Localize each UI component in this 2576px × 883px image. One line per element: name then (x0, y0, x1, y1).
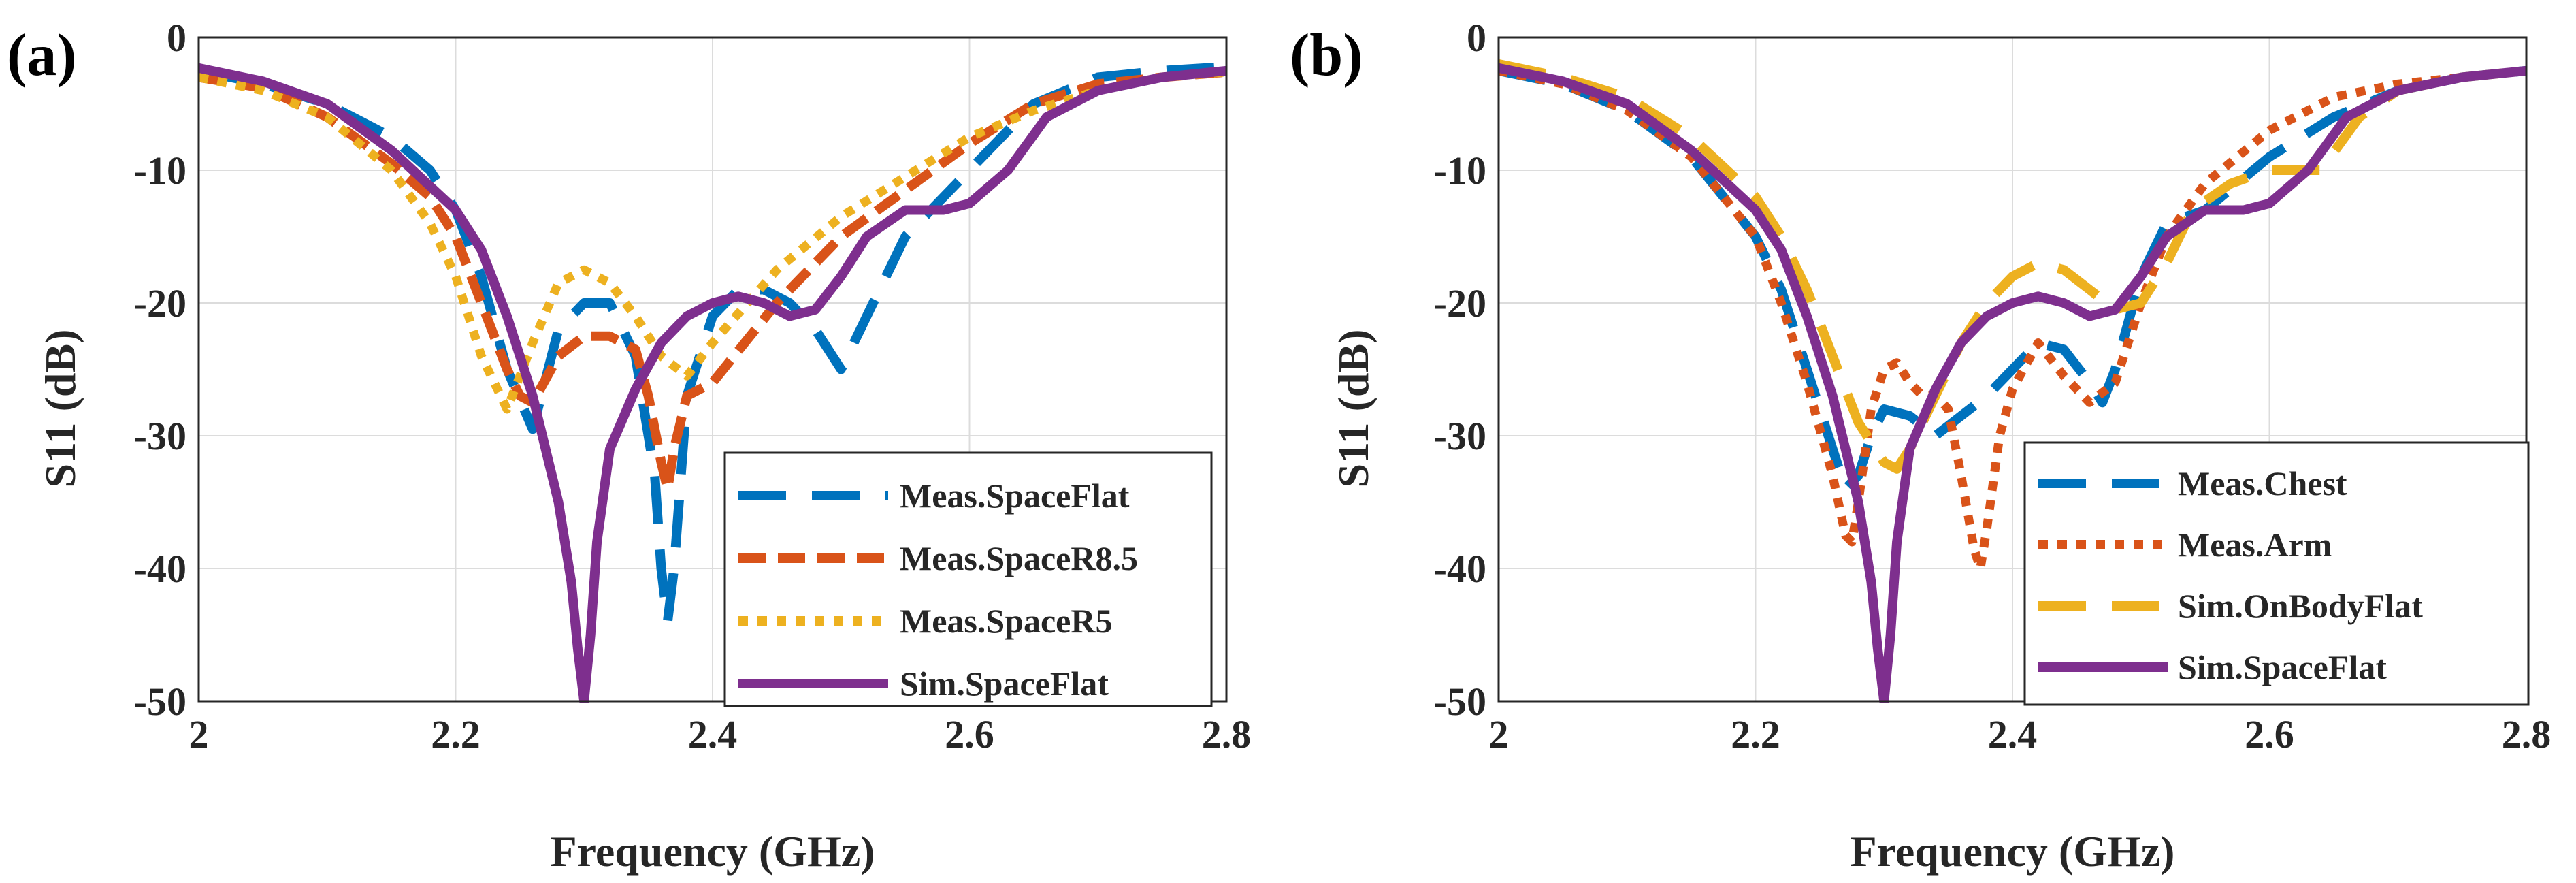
chart-panel-a: (a) 2 2.2 2.4 2.6 2.8 0 -10 -20 -30 -40 -50 Frequ… (7, 16, 1251, 876)
legend-label: Meas.Arm (2178, 526, 2332, 564)
series-line-meas-arm (1499, 66, 2526, 573)
x-tick-label: 2.6 (2245, 712, 2294, 756)
x-tick-label: 2.8 (2502, 712, 2551, 756)
legend: Meas.SpaceFlat Meas.SpaceR8.5 Meas.SpaceR5… (723, 451, 1213, 707)
series-line-sim-onbodyflat (1499, 59, 2526, 474)
axes-box (197, 36, 1228, 703)
legend-label: Meas.Chest (2178, 464, 2347, 502)
y-tick-label: -40 (1434, 547, 1486, 591)
y-axis-label: S11 (dB) (36, 330, 84, 488)
y-tick-label: -10 (1434, 148, 1486, 193)
legend-label: Meas.SpaceFlat (900, 477, 1130, 515)
x-tick-labels: 2 2.2 2.4 2.6 2.8 (189, 712, 1252, 756)
y-tick-label: 0 (167, 16, 186, 60)
y-tick-label: -30 (1434, 414, 1486, 458)
y-tick-label: -20 (1434, 281, 1486, 325)
panel-label: (a) (7, 22, 77, 89)
x-tick-label: 2.8 (1202, 712, 1252, 756)
series-line-meas-chest (1499, 65, 2526, 494)
y-tick-label: -20 (134, 281, 186, 325)
x-tick-label: 2 (1489, 712, 1509, 756)
y-axis-label: S11 (dB) (1329, 330, 1377, 488)
series-line-meas-spacer8-5 (199, 67, 1226, 494)
x-tick-labels: 2 2.2 2.4 2.6 2.8 (1489, 712, 2551, 756)
legend-label: Sim.OnBodyFlat (2178, 587, 2423, 625)
x-axis-label: Frequency (GHz) (1851, 827, 2175, 876)
panel-label: (b) (1290, 22, 1363, 89)
x-tick-label: 2.2 (1731, 712, 1780, 756)
legend: Meas.Chest Meas.Arm Sim.OnBodyFlat Sim.Spac… (2023, 441, 2530, 706)
y-tick-labels: 0 -10 -20 -30 -40 -50 (1434, 16, 1486, 724)
y-tick-label: -40 (134, 547, 186, 591)
y-tick-label: -30 (134, 414, 186, 458)
axes-box (1497, 36, 2528, 703)
x-tick-label: 2.4 (1988, 712, 2038, 756)
legend-label: Sim.SpaceFlat (900, 664, 1109, 703)
y-tick-label: -50 (1434, 679, 1486, 724)
chart-panel-b: (b) 2 2.2 2.4 2.6 2.8 0 -10 -20 -30 -40 -50 Frequ… (1290, 16, 2551, 876)
x-axis-label: Frequency (GHz) (551, 827, 875, 876)
x-tick-label: 2.6 (945, 712, 994, 756)
y-tick-label: -10 (134, 148, 186, 193)
y-tick-label: -50 (134, 679, 186, 724)
series-line-sim-spaceflat (199, 63, 1226, 703)
y-tick-labels: 0 -10 -20 -30 -40 -50 (134, 16, 186, 724)
x-tick-label: 2.4 (688, 712, 738, 756)
legend-label: Meas.SpaceR8.5 (900, 539, 1138, 577)
legend-box (723, 451, 1213, 707)
legend-label: Meas.SpaceR5 (900, 602, 1112, 640)
series-group (1499, 59, 2526, 703)
legend-label: Sim.SpaceFlat (2178, 648, 2387, 686)
series-group (199, 61, 1226, 703)
x-tick-label: 2 (189, 712, 209, 756)
legend-box (2023, 441, 2530, 706)
x-tick-label: 2.2 (431, 712, 480, 756)
series-line-meas-spacer5 (199, 67, 1226, 414)
series-line-sim-spaceflat (1499, 63, 2526, 703)
y-tick-label: 0 (1467, 16, 1486, 60)
